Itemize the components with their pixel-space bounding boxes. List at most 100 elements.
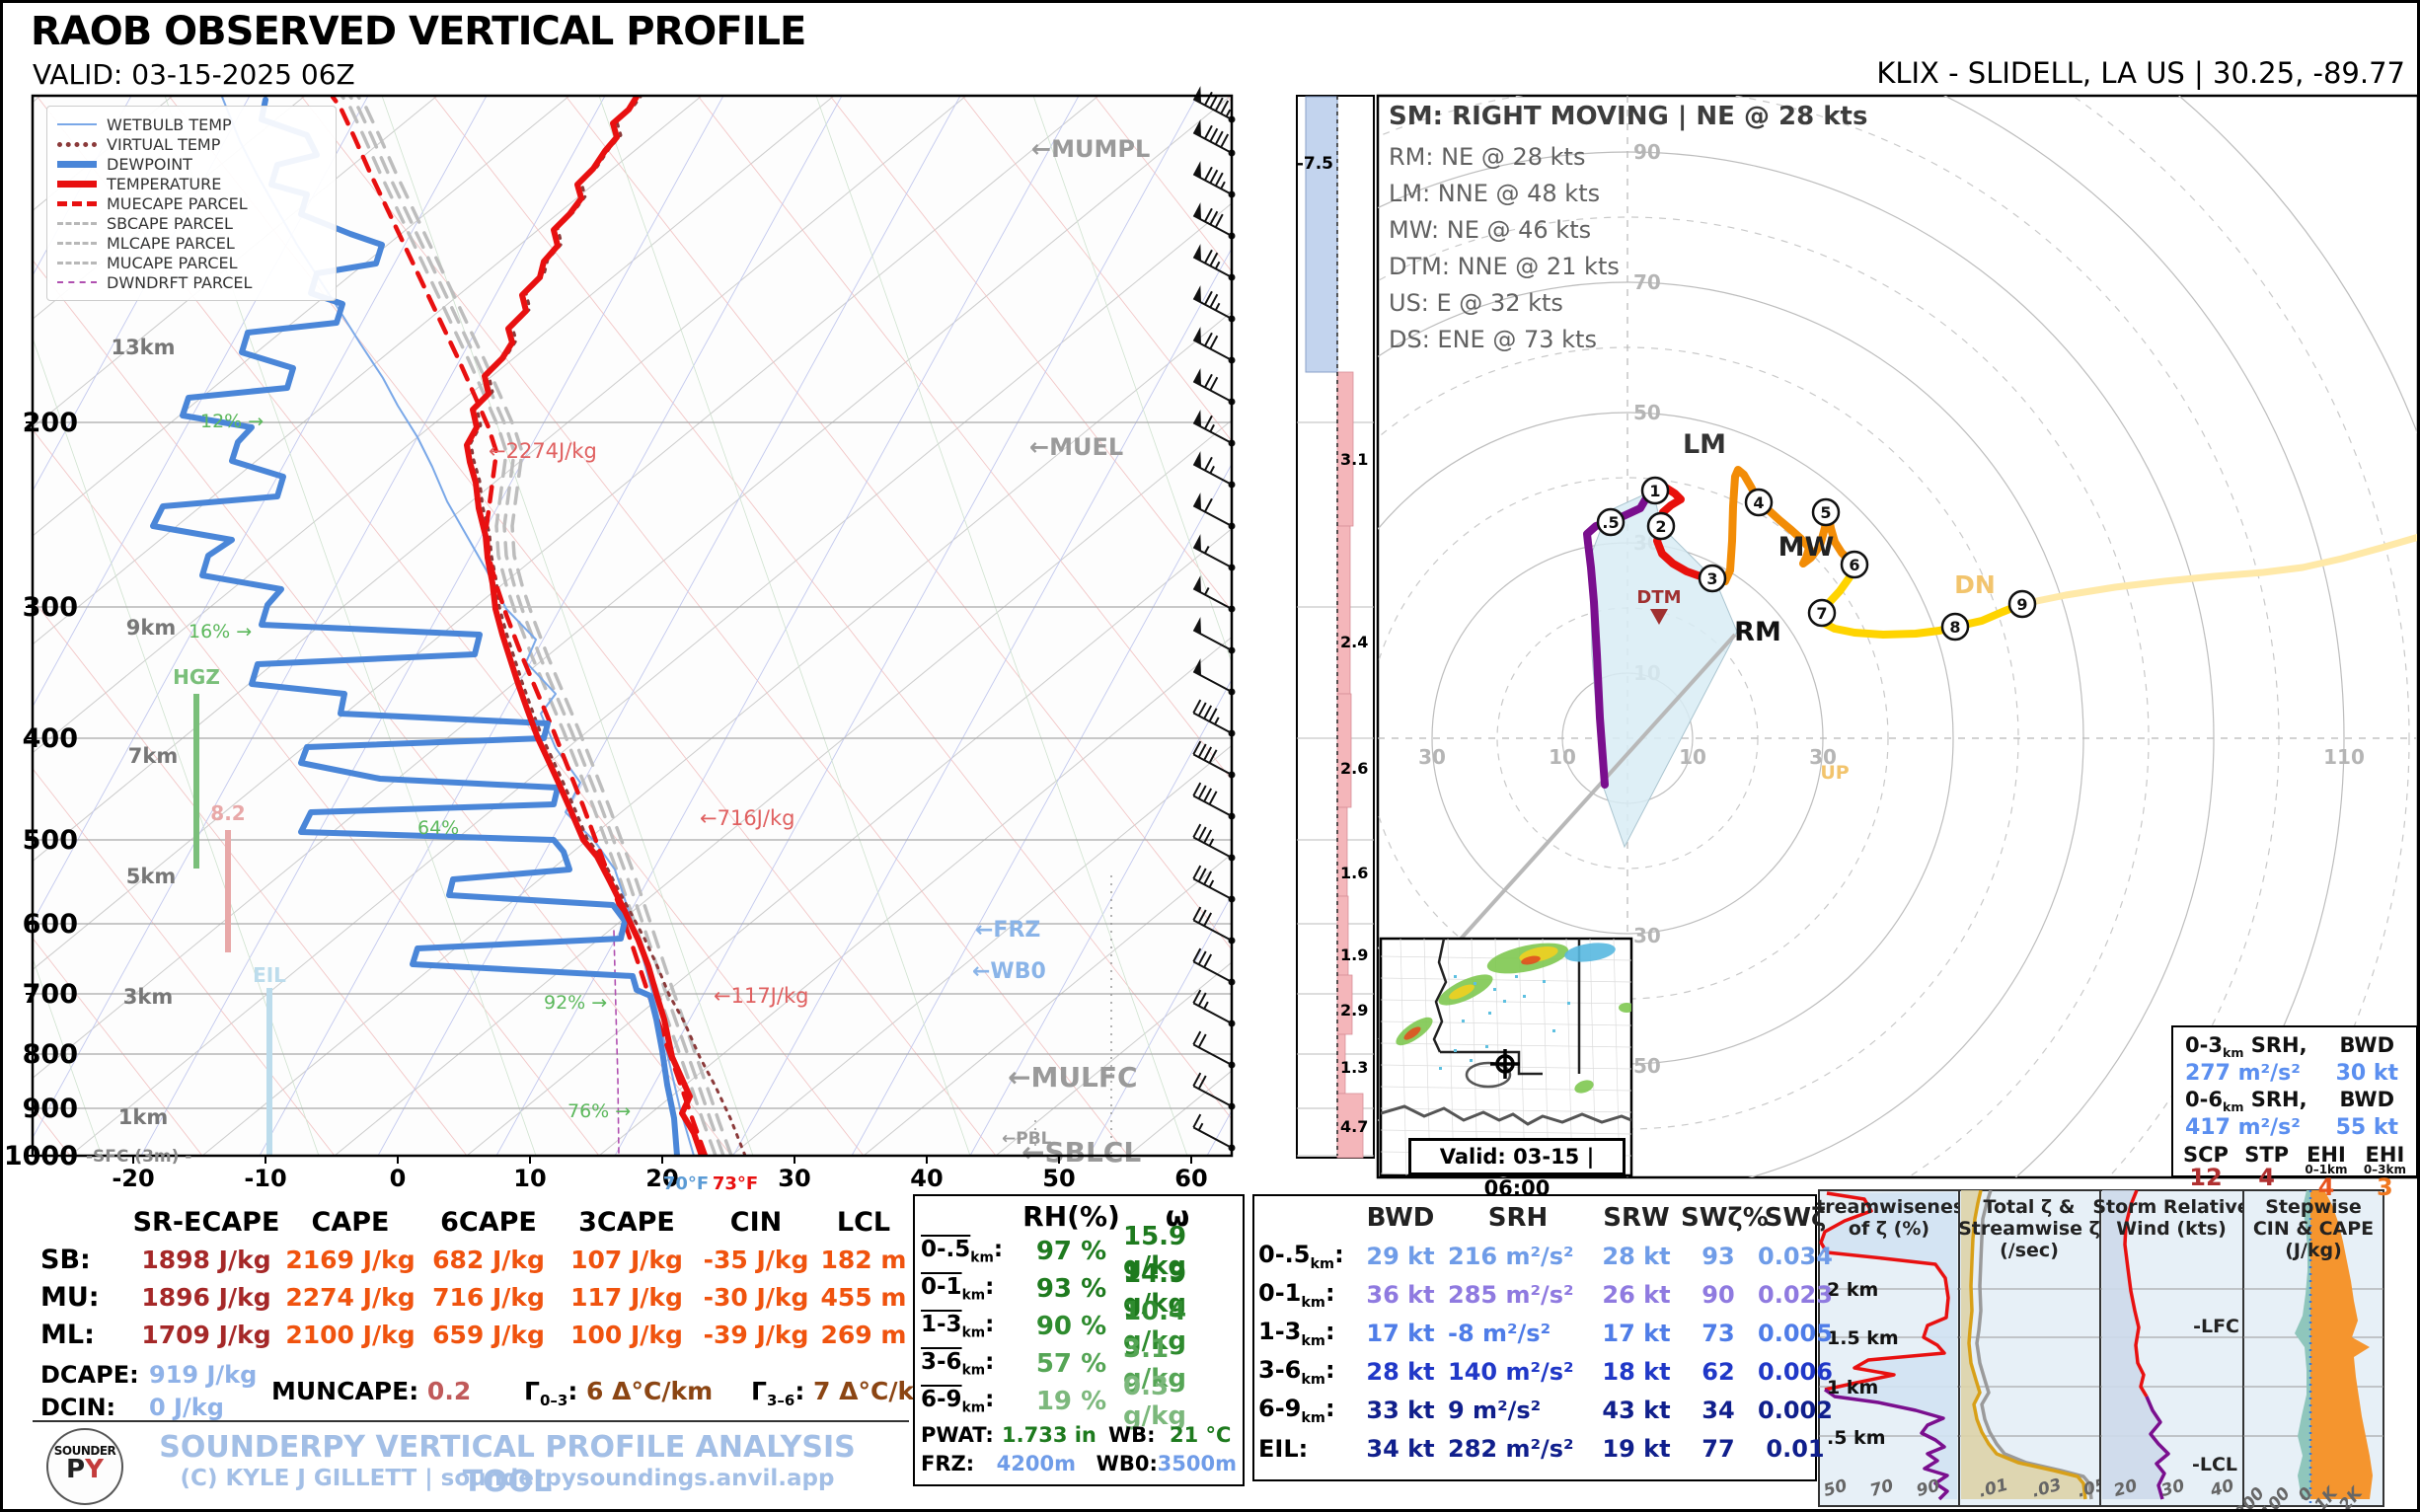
thermo-value: 182 m [820, 1245, 907, 1274]
map-valid-label: Valid: 03-15 | 06:00 [1408, 1138, 1626, 1200]
mini-title-1-1: Streamwise ζ [1958, 1218, 2100, 1240]
thermo-value: 117 J/kg [570, 1282, 683, 1312]
thermo-value: 2274 J/kg [285, 1282, 416, 1312]
moisture-table: RH(%) ω 0-.5km: 97 % 15.9 g/kg 0-1km: 93 % 14… [913, 1194, 1245, 1486]
legend-label: DWNDRFT PARCEL [107, 272, 253, 292]
radar-speckle [1552, 1029, 1555, 1032]
index-ehi-0–3km: EHI 0–3km 3 [2363, 1143, 2406, 1202]
pwat-wb-row: PWAT: 1.733 in WB: 21 °C [921, 1422, 1232, 1447]
svg-text:.5: .5 [1602, 513, 1619, 532]
srh-header-row-1: 0-6km SRH, BWD [2185, 1088, 2394, 1115]
radar-echo [1449, 984, 1475, 1000]
kin-value: 19 kt [1602, 1434, 1671, 1463]
legend-label: VIRTUAL TEMP [107, 134, 221, 154]
thermo-value: 100 J/kg [570, 1320, 683, 1349]
hodo-label-RM: RM [1734, 617, 1781, 647]
legend-label: DEWPOINT [107, 154, 192, 174]
radar-speckle [1543, 980, 1546, 983]
index-scp: SCP 12 [2183, 1143, 2229, 1192]
legend: WETBULB TEMP VIRTUAL TEMP DEWPOINT TEMPERAT… [46, 106, 337, 301]
branding-subtitle: (C) KYLE J GILLETT | sounderpysoundings.… [180, 1466, 835, 1491]
storm-motion-line-5: DS: ENE @ 73 kts [1389, 326, 1597, 353]
svg-text:3: 3 [1706, 569, 1717, 588]
hodo-label-UP: UP [1820, 762, 1849, 784]
legend-label: MUECAPE PARCEL [107, 193, 248, 213]
omega-value-1.9: 1.9 [1340, 945, 1368, 964]
temp-tick-60: 60 [1174, 1165, 1207, 1192]
omega-bar-3.1 [1336, 371, 1354, 527]
hodo-marker-4 [1744, 488, 1774, 517]
moisture-row-0-.5: 0-.5km: 97 % 15.9 g/kg [921, 1222, 1187, 1281]
storm-motion-block: SM: RIGHT MOVING | NE @ 28 kts RM: NE @ … [1389, 102, 1867, 358]
srh-bwd-box: 0-3km SRH, BWD 277 m²/s² 30 kt 0-6km SRH, BWD… [2171, 1025, 2417, 1200]
legend-item-1: VIRTUAL TEMP [57, 134, 326, 154]
kin-header-SWζ%: SWζ% [1681, 1202, 1769, 1233]
kin-value: 0.005 [1758, 1319, 1833, 1347]
annotation-muel: ←MUEL [1029, 433, 1123, 461]
pressure-label-700: 700 [23, 979, 78, 1010]
thermo-value: -35 J/kg [703, 1245, 809, 1274]
hodo-marker-1 [1640, 476, 1670, 505]
kin-header-SWζ: SWζ [1764, 1202, 1827, 1233]
composite-indices: SCP 12 STP 4 EHI 0–1km 4 EHI 0–3km 3 [2181, 1143, 2408, 1202]
hodo-marker-2 [1646, 511, 1676, 541]
kin-row-label-6-9: 6-9km: [1258, 1394, 1335, 1426]
mucape-parcel [356, 96, 733, 1156]
legend-label: MLCAPE PARCEL [107, 233, 235, 253]
legend-item-8: DWNDRFT PARCEL [57, 272, 326, 292]
hodo-label-DTM: DTM [1636, 587, 1681, 608]
mini-series-1 [2145, 1396, 2170, 1500]
kin-value: 77 [1702, 1434, 1735, 1463]
pressure-label-900: 900 [23, 1094, 78, 1124]
hodo-marker-3 [1698, 564, 1727, 593]
pressure-label-600: 600 [23, 909, 78, 940]
ring-label-h-10: 10 [1679, 745, 1706, 769]
thermo-header-3cape: 3CAPE [578, 1206, 675, 1238]
hodo-marker-8 [1940, 612, 1970, 642]
radar-speckle [1523, 995, 1526, 998]
bar-label-EIL: EIL [253, 963, 286, 987]
radar-echo [1521, 955, 1541, 965]
legend-label: SBCAPE PARCEL [107, 213, 233, 233]
mini-panel-1 [1959, 1190, 2100, 1500]
annotation-pbl: ←PBL [1002, 1129, 1052, 1149]
pressure-label-400: 400 [23, 723, 78, 754]
kin-value: 285 m²/s² [1448, 1280, 1574, 1309]
mini-panel-0 [1819, 1191, 1959, 1501]
srh-value-row-1: 417 m²/s² 55 kt [2185, 1115, 2398, 1141]
thermo-value: 2169 J/kg [285, 1245, 416, 1274]
omega-value-3.1: 3.1 [1340, 450, 1368, 469]
mini-panel-3 [2243, 1190, 2383, 1506]
legend-label: TEMPERATURE [107, 174, 222, 193]
legend-item-2: DEWPOINT [57, 154, 326, 174]
moisture-header: RH(%) ω [921, 1200, 1237, 1233]
kin-value: 34 kt [1366, 1434, 1435, 1463]
kin-value: 18 kt [1602, 1357, 1671, 1386]
kin-row-label-0-1: 0-1km: [1258, 1278, 1335, 1311]
legend-item-4: MUECAPE PARCEL [57, 193, 326, 213]
kin-value: 28 kt [1602, 1242, 1671, 1270]
kin-value: 90 [1702, 1280, 1735, 1309]
kin-value: 33 kt [1366, 1396, 1435, 1424]
omega-value-neg: -7.5 [1297, 154, 1333, 174]
temp-tick-10: 10 [513, 1165, 546, 1192]
mini-title-1-0: Total ζ & [1984, 1196, 2076, 1218]
radar-speckle [1515, 975, 1518, 978]
kin-value: 17 kt [1602, 1319, 1671, 1347]
annotation-lcl: -LCL [2192, 1454, 2237, 1475]
legend-item-7: MUCAPE PARCEL [57, 253, 326, 272]
ring-label-h-30: 30 [1418, 745, 1446, 769]
thermo-value: 269 m [820, 1320, 907, 1349]
kin-value: 62 [1702, 1357, 1735, 1386]
legend-line-sample [57, 241, 97, 245]
thermo-table: SR-ECAPE CAPE 6CAPE 3CAPE CIN LCL SB: 1898 J/kg… [40, 1203, 911, 1353]
kin-header-SRW: SRW [1603, 1202, 1670, 1233]
svg-text:8: 8 [1949, 618, 1960, 637]
annotation-117jkg: ←117J/kg [714, 984, 808, 1008]
kin-value: 36 kt [1366, 1280, 1435, 1309]
kinematics-table: BWD SRH SRW SWζ% SWζ 0-.5km: 29 kt 216 m²/s² 28 … [1252, 1194, 1833, 1481]
hodo-marker-6 [1840, 550, 1869, 579]
omega-value-2.4: 2.4 [1340, 633, 1368, 651]
surface-label: -SFC (3m) - [86, 1147, 191, 1167]
index-stp: STP 4 [2244, 1143, 2290, 1192]
